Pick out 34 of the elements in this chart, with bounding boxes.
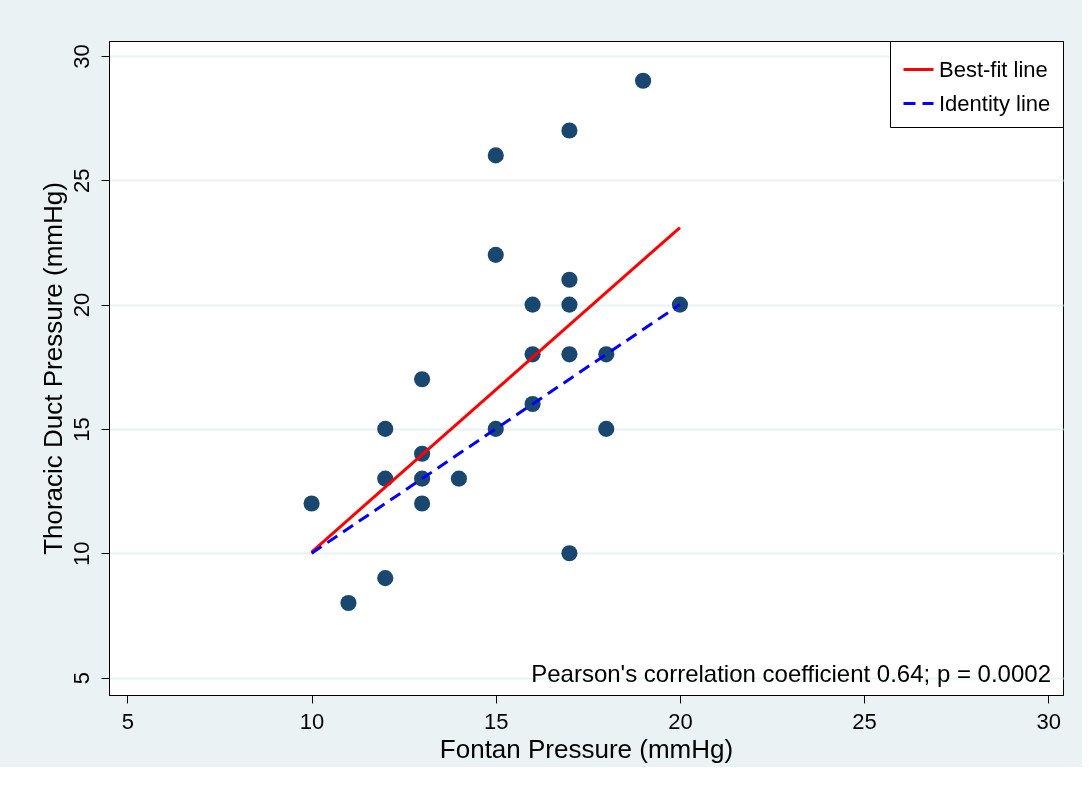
y-tick-label: 25 [68,168,94,193]
x-tick-label: 30 [1036,708,1062,734]
y-tick-label: 15 [68,417,94,442]
point [561,545,578,562]
point [450,470,467,487]
y-tick-label: 10 [68,541,94,566]
legend-label: Best-fit line [939,56,1048,82]
x-tick-label: 25 [852,708,877,734]
y-tick-label: 5 [68,671,94,685]
x-tick-label: 15 [484,708,509,734]
x-axis-title: Fontan Pressure (mmHg) [439,733,734,764]
point [487,246,504,263]
point [377,570,394,587]
point [561,346,578,363]
legend-label: Identity line [939,90,1051,116]
y-tick-label: 20 [68,292,94,318]
x-tick-label: 10 [299,708,325,734]
point [340,594,357,612]
point [561,271,578,288]
point [414,371,431,388]
point [487,147,504,164]
point [524,296,541,313]
x-tick-label: 20 [668,708,693,734]
point [561,122,578,139]
y-axis-title: Thoracic Duct Pressure (mmHg) [37,182,68,555]
point [598,420,615,437]
x-tick-label: 5 [121,708,135,734]
point [377,420,394,437]
point [635,72,652,89]
annotation: Pearson's correlation coefficient 0.64; p = 0.0002 [531,660,1051,687]
point [561,296,578,313]
point [414,495,431,512]
point [303,495,320,512]
y-tick-label: 30 [68,44,94,69]
